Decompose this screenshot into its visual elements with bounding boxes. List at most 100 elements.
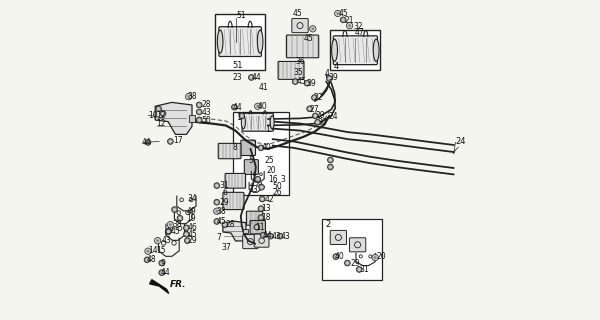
Circle shape — [156, 239, 159, 242]
FancyBboxPatch shape — [244, 160, 259, 174]
Circle shape — [248, 75, 254, 80]
Circle shape — [144, 257, 150, 263]
Text: 49: 49 — [187, 207, 196, 216]
Circle shape — [328, 164, 333, 170]
Text: 1: 1 — [236, 113, 241, 122]
Text: 28: 28 — [226, 220, 235, 229]
Circle shape — [167, 229, 170, 233]
Text: 14: 14 — [148, 246, 158, 255]
Text: 44: 44 — [252, 73, 262, 82]
Text: 46: 46 — [187, 223, 197, 232]
Circle shape — [292, 79, 298, 84]
Text: 6: 6 — [223, 188, 227, 197]
Circle shape — [165, 229, 171, 235]
Circle shape — [214, 208, 220, 214]
Text: 51: 51 — [236, 11, 245, 20]
Circle shape — [169, 140, 172, 143]
Circle shape — [259, 184, 265, 190]
Circle shape — [155, 106, 161, 112]
Circle shape — [259, 146, 263, 149]
Text: 26: 26 — [273, 188, 283, 197]
Circle shape — [185, 226, 188, 229]
Text: 37: 37 — [221, 243, 232, 252]
Circle shape — [154, 237, 161, 244]
Text: 45: 45 — [293, 9, 303, 18]
Bar — [233, 112, 289, 195]
Text: 22: 22 — [313, 93, 323, 102]
Text: 4: 4 — [325, 69, 330, 78]
Circle shape — [335, 10, 341, 17]
Text: 5: 5 — [249, 156, 254, 164]
Circle shape — [232, 104, 237, 110]
FancyBboxPatch shape — [218, 143, 241, 159]
Text: 43: 43 — [202, 108, 211, 116]
Circle shape — [178, 217, 182, 220]
Circle shape — [160, 111, 166, 116]
Text: 31: 31 — [220, 181, 229, 190]
Circle shape — [313, 113, 318, 119]
Text: 8: 8 — [233, 143, 238, 152]
Circle shape — [346, 261, 349, 265]
Circle shape — [269, 235, 272, 238]
Circle shape — [308, 107, 311, 110]
Circle shape — [159, 270, 164, 276]
Text: 28: 28 — [202, 100, 211, 109]
Ellipse shape — [270, 116, 274, 129]
Text: 1: 1 — [265, 125, 269, 134]
Text: 7: 7 — [217, 233, 221, 242]
Polygon shape — [155, 102, 192, 134]
Circle shape — [184, 231, 189, 237]
Circle shape — [348, 24, 351, 27]
Circle shape — [259, 207, 263, 210]
Circle shape — [334, 255, 337, 258]
Circle shape — [215, 184, 218, 187]
Circle shape — [256, 105, 259, 108]
Circle shape — [197, 103, 201, 107]
Bar — [190, 115, 194, 122]
Circle shape — [166, 228, 172, 234]
Circle shape — [374, 256, 377, 259]
Circle shape — [340, 17, 346, 23]
Circle shape — [311, 28, 314, 30]
Circle shape — [214, 183, 220, 188]
Circle shape — [167, 230, 170, 234]
Text: 34: 34 — [187, 194, 197, 203]
Polygon shape — [149, 280, 169, 293]
Text: 24: 24 — [329, 112, 338, 121]
Text: 13: 13 — [261, 204, 271, 213]
Bar — [215, 14, 265, 70]
Text: 24: 24 — [455, 137, 466, 146]
Text: 39: 39 — [329, 73, 338, 82]
Bar — [244, 229, 248, 233]
Circle shape — [304, 80, 310, 86]
Circle shape — [233, 106, 236, 109]
Text: 21: 21 — [344, 16, 353, 25]
Text: 39: 39 — [307, 79, 316, 88]
Circle shape — [157, 107, 160, 110]
Circle shape — [326, 76, 332, 81]
Circle shape — [185, 233, 188, 236]
FancyBboxPatch shape — [247, 211, 263, 225]
Circle shape — [315, 119, 320, 125]
Text: 29: 29 — [316, 111, 325, 120]
FancyBboxPatch shape — [250, 220, 265, 234]
Circle shape — [258, 145, 264, 151]
Circle shape — [260, 197, 264, 201]
Text: 36: 36 — [295, 57, 305, 66]
Text: 29: 29 — [220, 198, 229, 207]
FancyBboxPatch shape — [225, 173, 245, 188]
Circle shape — [146, 250, 149, 253]
Text: 50: 50 — [273, 182, 283, 191]
FancyBboxPatch shape — [241, 140, 256, 156]
Circle shape — [305, 82, 308, 85]
Circle shape — [159, 260, 164, 266]
Circle shape — [160, 261, 163, 265]
Circle shape — [215, 210, 218, 213]
Circle shape — [250, 76, 253, 79]
Circle shape — [215, 220, 218, 223]
Circle shape — [196, 117, 202, 123]
Text: 29: 29 — [187, 236, 197, 245]
Bar — [322, 219, 382, 280]
Text: 44: 44 — [142, 138, 151, 147]
Circle shape — [146, 141, 149, 144]
